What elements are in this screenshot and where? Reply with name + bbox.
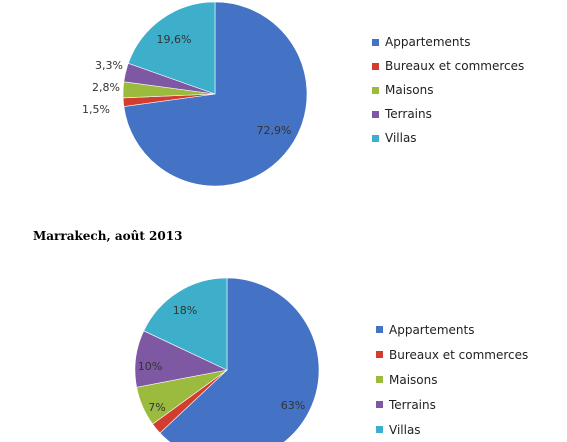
legend-swatch-terrains bbox=[376, 401, 383, 408]
data-label-terrains: 10% bbox=[138, 360, 162, 373]
legend-swatch-terrains bbox=[372, 110, 379, 118]
legend-label-villas: Villas bbox=[385, 131, 417, 145]
legend-swatch-appartements bbox=[376, 326, 383, 333]
legend-swatch-maisons bbox=[372, 86, 379, 94]
legend-label-terrains: Terrains bbox=[385, 107, 432, 121]
legend-label-terrains: Terrains bbox=[389, 397, 436, 412]
data-label-appartements: 63% bbox=[281, 399, 305, 412]
data-label-maisons: 7% bbox=[148, 401, 165, 414]
legend-2: Appartements Bureaux et commerces Maisons T… bbox=[376, 317, 528, 442]
legend-1: Appartements Bureaux et commerces Maisons T… bbox=[372, 30, 524, 150]
chart-title-2: Marrakech, août 2013 bbox=[33, 229, 183, 243]
legend-item-appartements: Appartements bbox=[376, 317, 528, 342]
legend-item-bureaux-commerces: Bureaux et commerces bbox=[376, 342, 528, 367]
legend-item-terrains: Terrains bbox=[376, 392, 528, 417]
data-label-terrains: 3,3% bbox=[95, 59, 123, 72]
legend-swatch-bureaux-commerces bbox=[376, 351, 383, 358]
legend-label-maisons: Maisons bbox=[389, 372, 438, 387]
legend-label-appartements: Appartements bbox=[385, 35, 471, 49]
legend-item-maisons: Maisons bbox=[372, 78, 524, 102]
data-label-appartements: 72,9% bbox=[257, 124, 292, 137]
legend-item-appartements: Appartements bbox=[372, 30, 524, 54]
legend-item-villas: Villas bbox=[372, 126, 524, 150]
pie-chart-2: 63% 7% 10% 18% bbox=[134, 277, 320, 442]
legend-label-maisons: Maisons bbox=[385, 83, 434, 97]
legend-item-maisons: Maisons bbox=[376, 367, 528, 392]
pie-slice-villas bbox=[127, 1, 216, 95]
data-label-bureaux-commerces: 1,5% bbox=[82, 103, 110, 116]
legend-swatch-bureaux-commerces bbox=[372, 62, 379, 70]
legend-swatch-villas bbox=[372, 134, 379, 142]
pie-slice-villas bbox=[143, 277, 228, 371]
data-label-villas: 18% bbox=[173, 304, 197, 317]
legend-swatch-maisons bbox=[376, 376, 383, 383]
legend-label-appartements: Appartements bbox=[389, 322, 475, 337]
pie-slice-appartements bbox=[159, 277, 320, 442]
legend-swatch-appartements bbox=[372, 38, 379, 46]
legend-label-bureaux-commerces: Bureaux et commerces bbox=[385, 59, 525, 73]
data-label-villas: 19,6% bbox=[157, 33, 192, 46]
legend-item-terrains: Terrains bbox=[372, 102, 524, 126]
legend-item-bureaux-commerces: Bureaux et commerces bbox=[372, 54, 524, 78]
data-label-maisons: 2,8% bbox=[92, 81, 120, 94]
legend-label-bureaux-commerces: Bureaux et commerces bbox=[389, 347, 529, 362]
pie-chart-1: 72,9% 1,5% 2,8% 3,3% 19,6% bbox=[82, 1, 308, 187]
pie-slice-appartements bbox=[123, 1, 308, 187]
